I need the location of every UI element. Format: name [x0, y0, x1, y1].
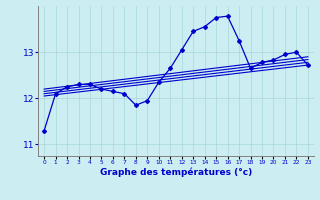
X-axis label: Graphe des températures (°c): Graphe des températures (°c) [100, 168, 252, 177]
